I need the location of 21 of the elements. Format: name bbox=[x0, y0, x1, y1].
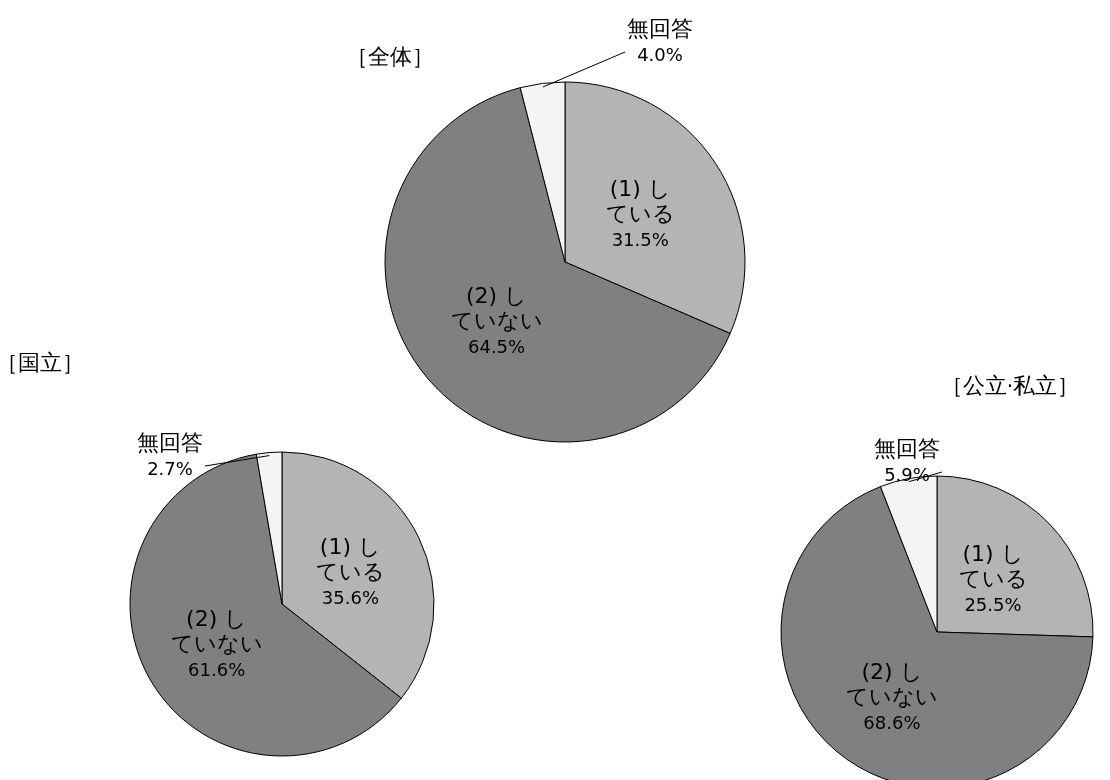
data-label: 61.6% bbox=[188, 658, 246, 680]
data-label: 64.5% bbox=[467, 336, 526, 358]
slice-label: (1) している bbox=[958, 540, 1028, 591]
data-label: 35.6% bbox=[321, 586, 379, 608]
text: ［全体］ bbox=[346, 44, 434, 69]
data-label: 2.7% bbox=[147, 457, 193, 479]
slice-label: (1) している bbox=[315, 533, 385, 584]
slice-label: 無回答 bbox=[874, 435, 940, 461]
slice-label: (2) していない bbox=[450, 283, 543, 334]
slice-label: (1) している bbox=[605, 175, 675, 226]
data-label: 5.9% bbox=[884, 463, 930, 485]
slice-label: (2) していない bbox=[170, 605, 263, 656]
slice-label: 無回答 bbox=[137, 429, 203, 455]
chart-title: ［公立·私立］ bbox=[940, 373, 1080, 398]
data-label: 68.6% bbox=[863, 711, 921, 733]
data-label: 25.5% bbox=[964, 593, 1022, 615]
slice-label: (2) していない bbox=[845, 658, 938, 709]
data-label: 31.5% bbox=[611, 228, 669, 250]
slice-label: 無回答 bbox=[627, 15, 693, 41]
data-label: 4.0% bbox=[637, 43, 683, 65]
chart-title: ［国立］ bbox=[0, 350, 84, 375]
